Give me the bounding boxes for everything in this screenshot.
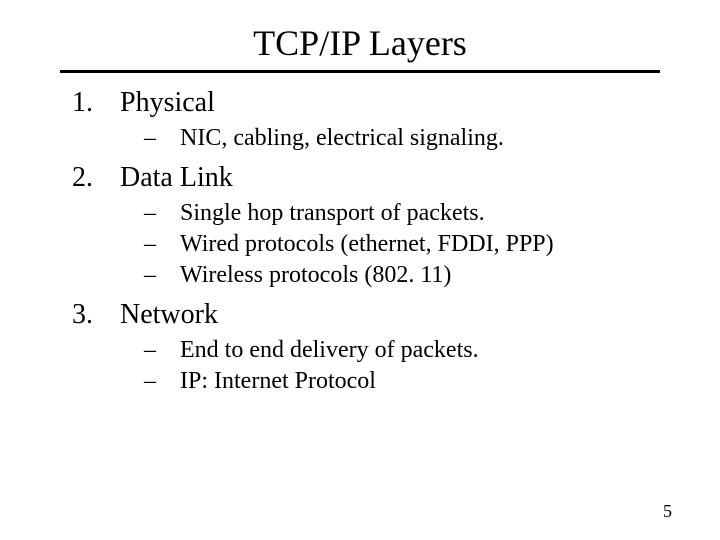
slide-content: 1. Physical – NIC, cabling, electrical s… — [0, 87, 720, 395]
dash-icon: – — [144, 231, 180, 258]
list-item: 2. Data Link — [72, 162, 648, 194]
dash-icon: – — [144, 262, 180, 289]
sub-item-text: End to end delivery of packets. — [180, 337, 479, 364]
sub-item-text: Wireless protocols (802. 11) — [180, 262, 451, 289]
list-label: Network — [120, 299, 218, 331]
list-number: 1. — [72, 87, 120, 119]
sublist: – End to end delivery of packets. – IP: … — [144, 337, 648, 395]
list-label: Data Link — [120, 162, 233, 194]
sub-item-text: Wired protocols (ethernet, FDDI, PPP) — [180, 231, 554, 258]
list-item: 1. Physical — [72, 87, 648, 119]
sub-item: – Single hop transport of packets. — [144, 200, 648, 227]
sub-item: – Wired protocols (ethernet, FDDI, PPP) — [144, 231, 648, 258]
sub-item-text: Single hop transport of packets. — [180, 200, 485, 227]
sub-item-text: IP: Internet Protocol — [180, 368, 376, 395]
list-item: 3. Network — [72, 299, 648, 331]
sub-item: – IP: Internet Protocol — [144, 368, 648, 395]
dash-icon: – — [144, 368, 180, 395]
sub-item: – End to end delivery of packets. — [144, 337, 648, 364]
list-label: Physical — [120, 87, 215, 119]
sub-item: – NIC, cabling, electrical signaling. — [144, 125, 648, 152]
dash-icon: – — [144, 337, 180, 364]
sublist: – NIC, cabling, electrical signaling. — [144, 125, 648, 152]
sub-item: – Wireless protocols (802. 11) — [144, 262, 648, 289]
dash-icon: – — [144, 200, 180, 227]
dash-icon: – — [144, 125, 180, 152]
list-number: 3. — [72, 299, 120, 331]
sublist: – Single hop transport of packets. – Wir… — [144, 200, 648, 289]
page-number: 5 — [663, 501, 672, 522]
title-underline — [60, 70, 660, 73]
list-number: 2. — [72, 162, 120, 194]
slide-title: TCP/IP Layers — [0, 0, 720, 70]
sub-item-text: NIC, cabling, electrical signaling. — [180, 125, 504, 152]
